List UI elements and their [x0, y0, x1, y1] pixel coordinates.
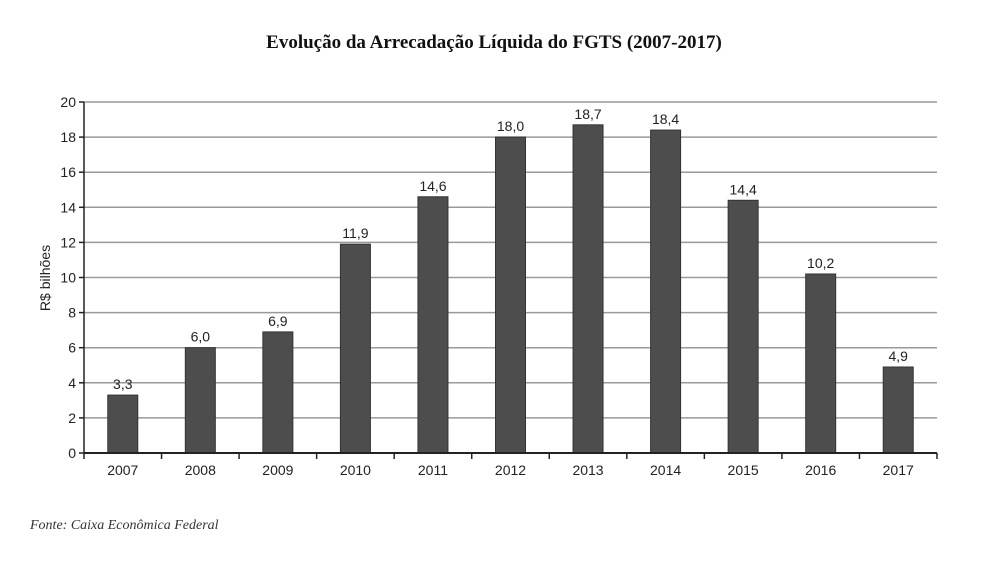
- chart-title: Evolução da Arrecadação Líquida do FGTS …: [266, 32, 722, 53]
- x-tick-label: 2013: [572, 462, 603, 478]
- y-tick-label: 4: [68, 375, 76, 391]
- y-tick-label: 16: [60, 164, 76, 180]
- x-tick-label: 2016: [805, 462, 836, 478]
- x-tick-label: 2010: [340, 462, 371, 478]
- bar-2011: [417, 196, 449, 454]
- bar-2008: [184, 347, 216, 454]
- x-tick-label: 2008: [185, 462, 216, 478]
- source-note: Fonte: Caixa Econômica Federal: [30, 518, 219, 533]
- x-tick-label: 2011: [418, 462, 448, 478]
- y-tick-label: 12: [60, 234, 76, 250]
- y-tick-label: 6: [68, 340, 76, 356]
- bar-2010: [339, 243, 371, 454]
- bar-2012: [495, 136, 526, 454]
- data-label-2016: 10,2: [807, 255, 834, 271]
- axes: 0 2 4 6 8 10 12 14 16 18 20 2007 2008 2009 2010 2011 201…: [60, 94, 938, 478]
- y-tick-label: 18: [60, 129, 76, 145]
- x-tick-label: 2014: [650, 462, 681, 478]
- y-tick-label: 0: [68, 445, 76, 461]
- bar-2017: [882, 366, 914, 454]
- bar-2013: [572, 124, 604, 454]
- bar-2009: [262, 331, 294, 454]
- data-label-2014: 18,4: [652, 111, 679, 127]
- x-tick-label: 2017: [883, 462, 914, 478]
- y-tick-label: 2: [68, 410, 76, 426]
- y-tick-label: 8: [68, 305, 76, 321]
- data-label-2008: 6,0: [191, 329, 211, 345]
- x-tick-label: 2015: [728, 462, 759, 478]
- y-tick-label: 14: [60, 199, 76, 215]
- x-tick-label: 2007: [107, 462, 138, 478]
- bar-2015: [727, 199, 759, 454]
- data-label-2009: 6,9: [268, 313, 288, 329]
- bar-2014: [650, 129, 682, 454]
- bar-2016: [805, 273, 837, 454]
- data-label-2011: 14,6: [419, 178, 446, 194]
- x-tick-label: 2009: [262, 462, 293, 478]
- data-label-2017: 4,9: [888, 348, 908, 364]
- bar-2007: [107, 394, 139, 454]
- x-tick-label: 2012: [495, 462, 526, 478]
- data-label-2013: 18,7: [574, 106, 601, 122]
- data-label-2010: 11,9: [342, 225, 368, 241]
- bars: 3,3 6,0 6,9 11,9 14,6 18,0 18,7 18,4 14,4 10,2 4,9: [107, 106, 914, 454]
- y-tick-label: 10: [60, 270, 76, 286]
- y-tick-label: 20: [60, 94, 76, 110]
- data-label-2007: 3,3: [113, 376, 133, 392]
- data-label-2012: 18,0: [497, 118, 524, 134]
- data-label-2015: 14,4: [730, 181, 757, 197]
- y-axis-label: R$ bilhões: [37, 245, 53, 311]
